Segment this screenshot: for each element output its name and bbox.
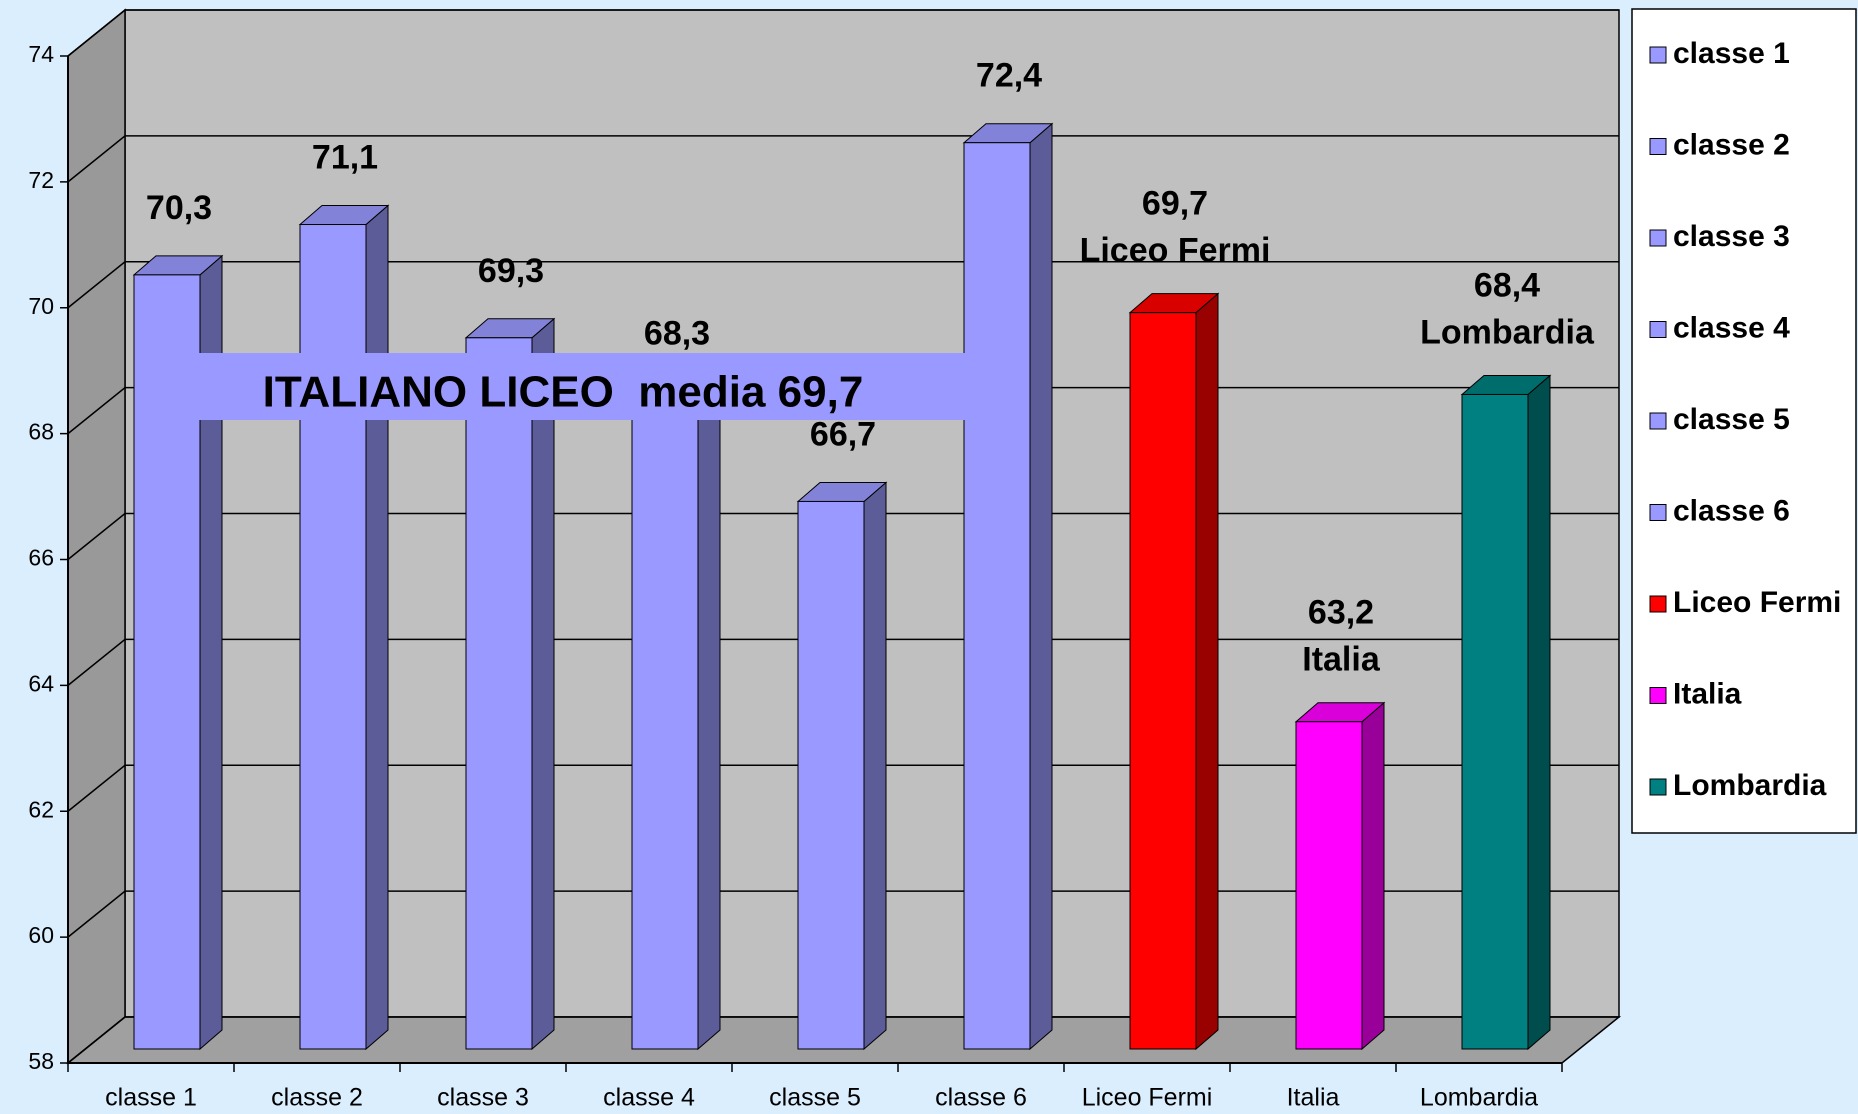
bar xyxy=(631,400,699,1050)
y-tick-label: 66 xyxy=(28,545,54,571)
y-tick-label: 58 xyxy=(28,1048,54,1074)
value-label: 69,3 xyxy=(478,252,544,290)
value-label: 68,3 xyxy=(644,315,710,353)
value-label: 69,7 xyxy=(1142,185,1208,223)
legend-swatch xyxy=(1649,321,1667,338)
annotation: ITALIANO LICEO media 69,7 xyxy=(263,368,864,417)
x-tick-label: Liceo Fermi xyxy=(1082,1084,1213,1112)
x-tick-label: classe 5 xyxy=(769,1084,861,1112)
value-label: 72,4 xyxy=(976,57,1042,95)
legend-swatch xyxy=(1649,46,1667,64)
bar-side xyxy=(863,481,887,1051)
grid-line xyxy=(67,9,1619,57)
legend-label: classe 1 xyxy=(1673,37,1790,70)
legend-swatch xyxy=(1649,412,1667,430)
x-tick-label: classe 3 xyxy=(437,1084,529,1112)
grid-line xyxy=(67,1016,1619,1064)
annotation-box xyxy=(199,353,984,420)
y-tick-label: 64 xyxy=(28,670,54,696)
y-tick-label: 62 xyxy=(28,796,54,822)
bar xyxy=(1461,393,1529,1050)
bar-side xyxy=(697,380,721,1051)
x-tick-label: classe 2 xyxy=(271,1084,363,1112)
x-tick-label: Lombardia xyxy=(1420,1084,1538,1112)
bar-side xyxy=(365,204,389,1051)
bar-side xyxy=(1029,122,1053,1051)
bar xyxy=(797,500,865,1050)
grid-line xyxy=(67,638,1619,686)
x-tick-label: classe 6 xyxy=(935,1084,1027,1112)
bar xyxy=(963,142,1031,1050)
value-label: 71,1 xyxy=(312,139,378,177)
legend-swatch xyxy=(1649,504,1667,521)
value-caption: Italia xyxy=(1302,641,1381,679)
value-label: 70,3 xyxy=(146,189,212,227)
legend-label: classe 6 xyxy=(1673,494,1790,527)
value-caption: Liceo Fermi xyxy=(1080,232,1271,270)
y-tick-label: 60 xyxy=(28,922,54,948)
value-label: 63,2 xyxy=(1308,594,1374,632)
y-tick-label: 70 xyxy=(28,293,54,319)
legend-label: Italia xyxy=(1673,677,1742,710)
grid-line xyxy=(67,135,1619,183)
legend-label: classe 4 xyxy=(1673,311,1790,344)
grid-line xyxy=(67,890,1619,938)
bar-side xyxy=(1527,374,1551,1051)
bar-side xyxy=(1195,292,1219,1051)
legend-label: Lombardia xyxy=(1673,769,1827,802)
bar xyxy=(299,224,367,1050)
grid-line xyxy=(67,261,1619,309)
grid-line xyxy=(67,512,1619,561)
y-tick-label: 74 xyxy=(28,41,54,67)
value-label: 66,7 xyxy=(810,415,876,453)
bar xyxy=(1295,721,1363,1050)
legend-label: classe 2 xyxy=(1673,128,1790,161)
bar-side xyxy=(1361,701,1385,1051)
legend-swatch xyxy=(1649,138,1667,155)
legend-label: classe 5 xyxy=(1673,403,1790,436)
value-caption: Lombardia xyxy=(1420,313,1595,351)
legend-label: Liceo Fermi xyxy=(1673,586,1841,619)
grid-line xyxy=(67,764,1619,812)
y-tick-label: 72 xyxy=(28,167,54,193)
bar xyxy=(133,274,201,1050)
x-tick-label: classe 4 xyxy=(603,1084,695,1112)
x-tick-label: classe 1 xyxy=(105,1084,197,1112)
legend-label: classe 3 xyxy=(1673,220,1790,253)
legend-swatch xyxy=(1649,778,1667,796)
bar xyxy=(1129,312,1197,1050)
value-label: 68,4 xyxy=(1474,266,1540,304)
legend-box xyxy=(1631,8,1857,834)
legend-swatch xyxy=(1649,229,1667,247)
grid-line xyxy=(67,386,1619,435)
legend-swatch xyxy=(1649,687,1667,704)
legend-swatch xyxy=(1649,595,1667,613)
bar xyxy=(465,337,533,1050)
x-tick-label: Italia xyxy=(1287,1084,1340,1112)
bar-side xyxy=(531,317,555,1051)
y-tick-label: 68 xyxy=(28,419,54,445)
